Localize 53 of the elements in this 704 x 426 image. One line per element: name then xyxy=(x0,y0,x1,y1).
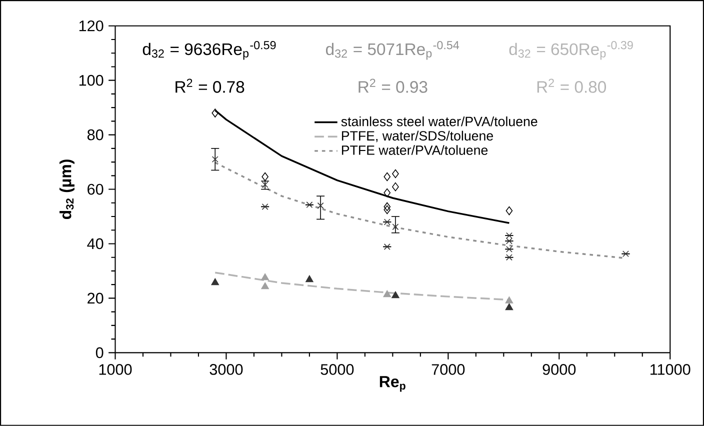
point xyxy=(262,204,268,210)
annotation: d$_{32}$ = 5071Re$_{p}$-0.54 xyxy=(326,41,460,60)
annotation: R$^{2}$ = 0.80 xyxy=(537,78,606,93)
point xyxy=(211,278,219,286)
annotation: R$^{2}$ = 0.78 xyxy=(176,78,244,93)
legend-label: PTFE water/PVA/toluene xyxy=(342,145,488,155)
y-tick-label: 40 xyxy=(87,238,104,250)
point xyxy=(261,282,269,290)
legend-label: PTFE, water/SDS/toluene xyxy=(342,130,493,142)
y-tick-label: 60 xyxy=(88,184,104,195)
y-tick-label: 20 xyxy=(88,292,104,304)
point xyxy=(306,202,313,208)
y-tick-label: 100 xyxy=(79,74,104,86)
x-tick-label: 5000 xyxy=(320,364,354,375)
x-tick-label: 11000 xyxy=(650,364,690,375)
point xyxy=(384,218,390,226)
point xyxy=(392,182,399,192)
point xyxy=(506,238,512,244)
point xyxy=(392,291,400,298)
point xyxy=(317,202,324,209)
point xyxy=(506,232,512,239)
point xyxy=(306,275,314,282)
point xyxy=(505,296,514,304)
legend-label: stainless steel water/PVA/toluene xyxy=(341,116,538,126)
y-tick-label: 0 xyxy=(96,347,104,358)
x-tick-label: 3000 xyxy=(210,364,243,375)
y-tick-label: 80 xyxy=(87,129,104,140)
point xyxy=(384,205,391,214)
annotation: R$^{2}$ = 0.93 xyxy=(358,78,428,93)
point xyxy=(384,188,391,198)
point xyxy=(622,250,629,258)
point xyxy=(383,290,391,298)
x-tick-label: 7000 xyxy=(432,364,465,375)
point xyxy=(384,244,390,250)
y-axis-title: d$_{32}$ (µm) xyxy=(60,160,74,220)
point xyxy=(392,224,399,230)
point xyxy=(384,172,391,182)
point xyxy=(212,156,218,163)
point xyxy=(384,202,391,212)
point xyxy=(261,273,269,280)
y-tick-label: 120 xyxy=(79,20,104,32)
x-axis-title: Re$_{p}$ xyxy=(380,376,406,392)
point xyxy=(506,246,512,252)
point xyxy=(392,169,399,178)
point xyxy=(505,303,514,310)
point xyxy=(262,181,268,188)
annotation: d$_{32}$ = 9636Re$_{p}$-0.59 xyxy=(142,41,276,60)
x-tick-label: 1000 xyxy=(99,364,132,375)
point xyxy=(262,172,268,182)
x-tick-label: 9000 xyxy=(542,364,576,375)
point xyxy=(506,254,512,261)
annotation: d$_{32}$ = 650Re$_{p}$-0.39 xyxy=(509,41,633,60)
point xyxy=(506,206,513,216)
